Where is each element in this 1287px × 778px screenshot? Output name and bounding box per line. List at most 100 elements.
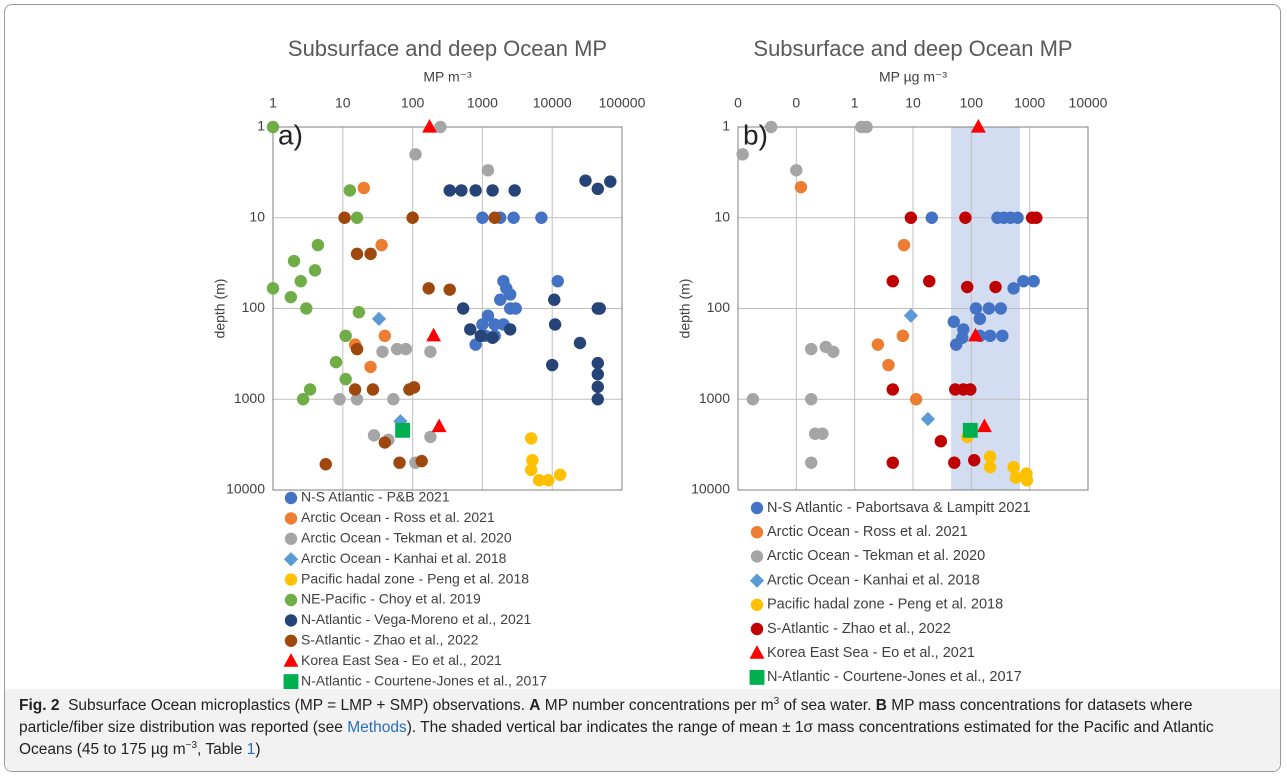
- legend-label: N-S Atlantic - Pabortsava & Lampitt 2021: [767, 500, 1031, 516]
- circle-marker: [469, 184, 482, 197]
- circle-marker: [503, 323, 517, 336]
- legend-marker: [750, 622, 764, 636]
- circle-marker: [352, 306, 366, 319]
- x-tick-label: 10: [335, 95, 351, 111]
- circle-marker: [524, 432, 538, 445]
- circle-marker: [424, 430, 437, 444]
- circle-marker: [542, 474, 555, 487]
- x-tick-label: 10000: [533, 95, 572, 111]
- circle-marker: [860, 120, 873, 134]
- circle-marker: [464, 323, 477, 336]
- circle-marker: [367, 429, 381, 442]
- circle-marker: [973, 312, 987, 326]
- x-tick-label: 100000: [599, 95, 646, 111]
- y-tick-label: 1: [722, 118, 730, 134]
- legend-label: Korea East Sea - Eo et al., 2021: [301, 652, 502, 668]
- circle-marker: [375, 238, 388, 252]
- circle-marker: [983, 329, 997, 343]
- diamond-marker: [920, 411, 936, 427]
- circle-marker: [488, 211, 501, 224]
- legend-marker: [749, 645, 765, 659]
- y-tick-label: 10000: [691, 481, 730, 497]
- circle-marker: [947, 315, 960, 328]
- figure: Subsurface and deep Ocean MP MP m⁻³ depth …: [4, 4, 1281, 772]
- circle-marker: [338, 211, 351, 224]
- circle-marker: [526, 454, 539, 467]
- circle-marker: [886, 456, 899, 469]
- circle-marker: [886, 274, 899, 288]
- circle-marker: [909, 393, 923, 406]
- caption-sup: −3: [185, 739, 198, 751]
- legend-label: S-Atlantic - Zhao et al., 2022: [301, 632, 479, 648]
- plot-frame: [272, 126, 623, 491]
- legend-label: N-Atlantic - Courtene-Jones et al., 2017: [301, 672, 547, 688]
- circle-marker: [343, 184, 357, 197]
- y-tick-label: 10: [249, 208, 265, 224]
- circle-marker: [948, 456, 961, 469]
- circle-marker: [1030, 211, 1043, 224]
- circle-marker: [886, 383, 899, 396]
- circle-marker: [989, 280, 1002, 294]
- legend-marker: [284, 573, 298, 586]
- caption-bold: A: [529, 697, 541, 714]
- circle-marker: [456, 302, 470, 315]
- legend-label: S-Atlantic - Zhao et al., 2022: [767, 621, 951, 637]
- diamond-marker: [903, 308, 919, 323]
- circle-marker: [923, 274, 936, 288]
- circle-marker: [827, 345, 840, 358]
- circle-marker: [488, 318, 501, 331]
- circle-marker: [764, 120, 778, 134]
- legend-label: N-Atlantic - Courtene-Jones et al., 2017: [767, 669, 1022, 685]
- x-tick-label: 1: [851, 95, 859, 111]
- caption-plain: of sea water.: [779, 697, 876, 714]
- legend-label: Arctic Ocean - Ross et al. 2021: [767, 524, 968, 540]
- circle-marker: [1009, 471, 1023, 484]
- circle-marker: [364, 247, 377, 261]
- circle-marker: [509, 302, 522, 315]
- circle-marker: [591, 368, 604, 381]
- circle-marker: [339, 329, 352, 343]
- circle-marker: [443, 184, 456, 197]
- triangle-marker: [431, 418, 447, 433]
- circle-marker: [364, 360, 377, 374]
- x-tick-label: 1: [269, 95, 277, 111]
- circle-marker: [964, 383, 977, 396]
- y-axis-label: depth (m): [677, 279, 693, 339]
- legend-marker: [750, 598, 764, 611]
- circle-marker: [403, 383, 416, 396]
- legend-marker: [284, 614, 298, 627]
- circle-marker: [591, 182, 604, 196]
- legend-marker: [284, 532, 298, 545]
- circle-marker: [1017, 274, 1030, 288]
- circle-marker: [443, 283, 456, 296]
- y-tick-label: 100: [707, 299, 731, 315]
- circle-marker: [348, 383, 362, 396]
- x-axis-label: MP m⁻³: [423, 69, 472, 85]
- circle-marker: [546, 358, 559, 372]
- circle-marker: [393, 456, 406, 469]
- caption-bold: B: [875, 697, 887, 714]
- circle-marker: [969, 302, 983, 315]
- circle-marker: [604, 175, 617, 188]
- x-axis-label: MP µg m⁻³: [879, 69, 947, 85]
- caption-link[interactable]: Methods: [347, 719, 407, 736]
- caption-plain: MP number concentrations per m: [540, 697, 774, 714]
- charts: Subsurface and deep Ocean MP MP m⁻³ depth …: [212, 36, 1108, 689]
- circle-marker: [422, 282, 435, 295]
- circle-marker: [476, 211, 489, 224]
- circle-marker: [486, 184, 499, 197]
- circle-marker: [434, 120, 447, 134]
- x-tick-label: 0: [734, 95, 742, 111]
- caption-plain: Subsurface Ocean microplastics (MP = LMP…: [59, 697, 530, 714]
- circle-marker: [350, 342, 364, 356]
- legend-label: Korea East Sea - Eo et al., 2021: [767, 645, 975, 661]
- triangle-marker: [977, 418, 992, 433]
- circle-marker: [551, 274, 564, 288]
- circle-marker: [409, 148, 422, 161]
- circle-marker: [897, 238, 911, 252]
- y-tick-label: 1000: [234, 390, 265, 406]
- caption-link[interactable]: 1: [246, 741, 256, 758]
- circle-marker: [333, 393, 346, 406]
- legend-marker: [283, 552, 299, 567]
- legend-marker: [749, 573, 765, 588]
